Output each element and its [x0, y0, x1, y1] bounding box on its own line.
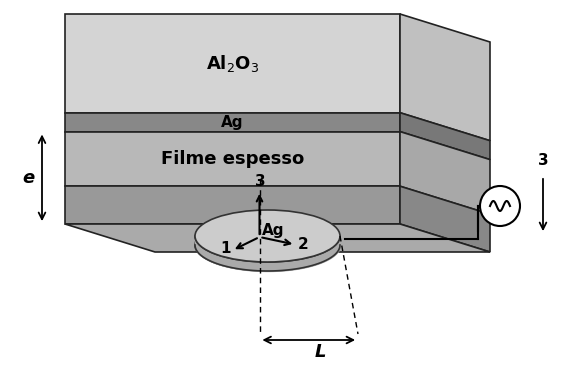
Text: 2: 2: [298, 237, 308, 252]
Polygon shape: [400, 113, 490, 160]
Polygon shape: [400, 186, 490, 252]
Text: Filme espesso: Filme espesso: [161, 150, 304, 168]
Polygon shape: [65, 14, 400, 113]
Polygon shape: [65, 132, 400, 186]
Text: 3: 3: [255, 174, 266, 189]
Polygon shape: [65, 186, 400, 224]
Polygon shape: [65, 113, 400, 132]
Text: Ag: Ag: [221, 115, 244, 130]
Text: Ag: Ag: [263, 222, 285, 237]
Text: 3: 3: [538, 153, 548, 168]
Ellipse shape: [195, 210, 340, 262]
Text: e: e: [22, 169, 34, 187]
Text: L: L: [315, 343, 327, 361]
Polygon shape: [400, 14, 490, 141]
Circle shape: [480, 186, 520, 226]
Ellipse shape: [195, 219, 340, 271]
Polygon shape: [400, 132, 490, 214]
Polygon shape: [65, 224, 490, 252]
Text: 1: 1: [220, 241, 230, 256]
Text: Al$_2$O$_3$: Al$_2$O$_3$: [206, 53, 259, 74]
